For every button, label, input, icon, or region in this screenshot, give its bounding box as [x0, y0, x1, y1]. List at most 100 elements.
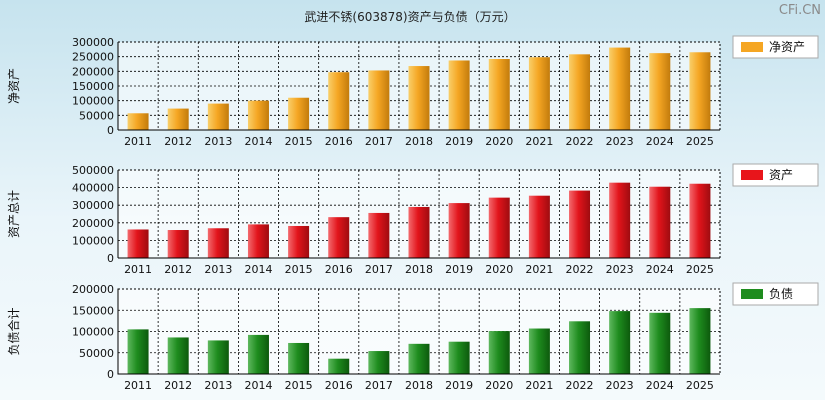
- x-tick-label: 2011: [124, 135, 152, 148]
- x-tick-label: 2014: [244, 263, 272, 276]
- y-tick-label: 300000: [72, 199, 114, 212]
- x-tick-label: 2021: [525, 263, 553, 276]
- bar-2021: [528, 57, 550, 130]
- x-tick-label: 2014: [244, 379, 272, 392]
- y-axis-label: 净资产: [7, 68, 21, 104]
- y-tick-label: 0: [107, 252, 114, 265]
- x-tick-label: 2025: [686, 263, 714, 276]
- x-tick-label: 2015: [285, 379, 313, 392]
- y-tick-label: 250000: [72, 51, 114, 64]
- y-tick-label: 100000: [72, 326, 114, 339]
- y-tick-label: 300000: [72, 36, 114, 49]
- bar-2025: [689, 308, 711, 374]
- bar-2020: [488, 331, 510, 374]
- y-axis-label: 资产总计: [7, 190, 21, 238]
- bar-2017: [368, 351, 390, 374]
- x-tick-label: 2018: [405, 379, 433, 392]
- legend-swatch: [741, 289, 763, 299]
- bar-2020: [488, 59, 510, 130]
- bar-2024: [649, 312, 671, 374]
- y-axis-label: 负债合计: [6, 307, 21, 355]
- bar-2016: [328, 358, 350, 374]
- legend-label: 负债: [769, 287, 793, 301]
- bar-2019: [448, 341, 470, 374]
- y-tick-label: 150000: [72, 80, 114, 93]
- bar-2024: [649, 53, 671, 130]
- x-tick-label: 2023: [606, 379, 634, 392]
- y-tick-label: 0: [107, 368, 114, 381]
- x-tick-label: 2011: [124, 263, 152, 276]
- x-tick-label: 2024: [646, 135, 674, 148]
- x-tick-label: 2016: [325, 263, 353, 276]
- bar-2019: [448, 203, 470, 258]
- y-tick-label: 200000: [72, 217, 114, 230]
- bar-2023: [609, 311, 631, 374]
- x-tick-label: 2018: [405, 135, 433, 148]
- bar-2014: [247, 100, 269, 130]
- x-tick-label: 2021: [525, 135, 553, 148]
- bar-2016: [328, 72, 350, 130]
- legend-box: [732, 163, 819, 187]
- bar-2023: [609, 47, 631, 130]
- y-tick-label: 0: [107, 124, 114, 137]
- x-tick-label: 2020: [485, 263, 513, 276]
- bar-2014: [247, 224, 269, 258]
- x-tick-label: 2024: [646, 263, 674, 276]
- bar-2023: [609, 182, 631, 258]
- x-tick-label: 2012: [164, 263, 192, 276]
- bar-2016: [328, 217, 350, 258]
- bar-2025: [689, 52, 711, 131]
- x-tick-label: 2022: [566, 263, 594, 276]
- x-tick-label: 2023: [606, 263, 634, 276]
- y-tick-label: 100000: [72, 95, 114, 108]
- x-tick-label: 2018: [405, 263, 433, 276]
- x-tick-label: 2023: [606, 135, 634, 148]
- x-tick-label: 2025: [686, 379, 714, 392]
- chart-panels: 0500001000001500002000002500003000002011…: [6, 35, 819, 392]
- bar-2024: [649, 186, 671, 258]
- bar-2015: [288, 342, 310, 374]
- panel-2: 0 50000 100000 150000 200000 2011 2012 2013 2014…: [6, 282, 819, 392]
- x-tick-label: 2022: [566, 379, 594, 392]
- bar-2013: [207, 228, 229, 258]
- x-tick-label: 2014: [244, 135, 272, 148]
- y-tick-label: 500000: [72, 164, 114, 177]
- bar-2021: [528, 328, 550, 374]
- bar-2018: [408, 343, 430, 374]
- x-tick-label: 2017: [365, 135, 393, 148]
- y-tick-label: 200000: [72, 65, 114, 78]
- bar-2020: [488, 197, 510, 258]
- y-tick-label: 100000: [72, 234, 114, 247]
- x-tick-label: 2022: [566, 135, 594, 148]
- bar-2012: [167, 337, 189, 374]
- x-tick-label: 2016: [325, 135, 353, 148]
- legend: 净资产: [732, 35, 819, 59]
- legend: 负债: [732, 282, 819, 306]
- bar-2011: [127, 113, 149, 130]
- bar-2017: [368, 212, 390, 258]
- x-tick-label: 2017: [365, 379, 393, 392]
- bar-2018: [408, 206, 430, 258]
- bar-2021: [528, 195, 550, 258]
- x-tick-label: 2020: [485, 135, 513, 148]
- y-tick-label: 50000: [79, 109, 114, 122]
- x-tick-label: 2016: [325, 379, 353, 392]
- bar-2015: [288, 225, 310, 258]
- watermark: CFi.CN: [779, 3, 821, 18]
- bar-2022: [569, 190, 591, 258]
- legend-label: 净资产: [769, 40, 805, 54]
- x-tick-label: 2015: [285, 135, 313, 148]
- x-tick-label: 2025: [686, 135, 714, 148]
- y-tick-label: 200000: [72, 283, 114, 296]
- bar-2017: [368, 70, 390, 130]
- chart-title: 武进不锈(603878)资产与负债（万元）: [304, 10, 515, 24]
- bar-2022: [569, 54, 591, 130]
- x-tick-label: 2015: [285, 263, 313, 276]
- x-tick-label: 2019: [445, 135, 473, 148]
- x-tick-label: 2021: [525, 379, 553, 392]
- legend-box: [732, 282, 819, 306]
- x-tick-label: 2017: [365, 263, 393, 276]
- legend: 资产: [732, 163, 819, 187]
- panel-1: 0 100000 200000 300000 400000 500000 2011 2012 2…: [7, 163, 819, 276]
- bar-2018: [408, 66, 430, 130]
